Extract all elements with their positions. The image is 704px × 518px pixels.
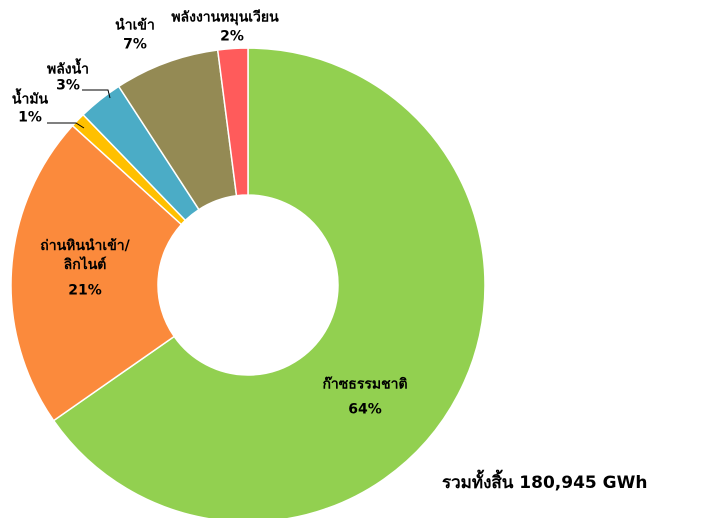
slice-value-label: 64% bbox=[348, 401, 382, 418]
slice-label: ถ่านหินนำเข้า/ ลิกไนต์ bbox=[40, 238, 130, 273]
slice-label: พลังน้ำ bbox=[46, 61, 90, 78]
slice-label: พลังงานหมุนเวียน bbox=[171, 9, 279, 26]
donut-slice bbox=[10, 124, 183, 422]
donut-slice bbox=[52, 47, 486, 518]
slice-label: ก๊าซธรรมชาติ bbox=[322, 376, 408, 393]
slice-value-label: 3% bbox=[56, 77, 80, 94]
slice-label: น้ำมัน bbox=[11, 91, 49, 108]
leader-line bbox=[82, 89, 111, 99]
leader-line bbox=[47, 122, 85, 129]
slice-value-label: 2% bbox=[220, 28, 244, 45]
slice-label: นำเข้า bbox=[115, 17, 155, 34]
total-annotation: รวมทั้งสิ้น 180,945 GWh bbox=[442, 473, 648, 493]
donut-slice bbox=[216, 47, 249, 197]
slice-value-label: 1% bbox=[18, 109, 42, 126]
slice-value-label: 7% bbox=[123, 36, 147, 53]
slice-value-label: 21% bbox=[68, 282, 102, 299]
